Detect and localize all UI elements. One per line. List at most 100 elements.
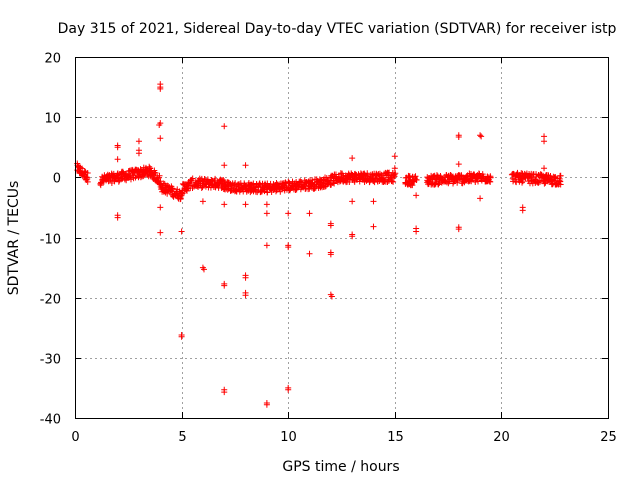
data-point [306,210,313,217]
data-point [455,226,462,233]
data-point [285,386,292,393]
data-point [455,161,462,168]
data-point [135,138,142,145]
data-point [478,133,485,140]
data-point [212,175,219,182]
data-point [157,229,164,236]
data-point [242,272,249,279]
data-point [177,195,184,202]
data-point [413,177,420,184]
data-point [519,204,526,211]
data-point [364,170,371,177]
data-point [144,171,151,178]
data-point [135,150,142,157]
y-tick-label: -30 [40,353,61,368]
x-tick-label: 15 [387,430,404,445]
data-points [74,81,564,408]
data-point [339,170,346,177]
data-point [349,233,356,240]
data-point [114,170,121,177]
data-point [346,178,353,185]
data-point [84,178,91,185]
data-point [178,228,185,235]
data-point [413,228,420,235]
data-point [200,266,207,273]
data-point [84,170,91,177]
chart-title: Day 315 of 2021, Sidereal Day-to-day VTE… [58,21,617,37]
data-point [518,170,525,177]
data-point [156,121,163,128]
data-point [370,198,377,205]
data-point [156,174,163,181]
data-point [327,220,334,227]
data-point [221,162,228,169]
data-point [242,162,249,169]
data-point [475,178,482,185]
x-tick-label: 25 [600,430,617,445]
data-point [164,190,171,197]
data-point [127,176,134,183]
data-point [534,178,541,185]
data-point [169,185,176,192]
data-point [349,155,356,162]
data-point [356,178,363,185]
data-point [273,179,280,186]
data-point [285,210,292,217]
y-tick-label: -40 [40,413,61,428]
data-point [406,172,413,179]
data-point [81,168,88,175]
data-point [263,242,270,249]
data-point [455,134,462,141]
data-point [384,179,391,186]
data-point [557,172,564,179]
data-point [557,181,564,188]
data-point [157,85,164,92]
grid-lines [75,57,608,418]
plot-frame [75,57,609,419]
data-point [306,250,313,257]
data-point [202,183,209,190]
data-point [556,178,563,185]
data-point [199,182,206,189]
data-point [189,175,196,182]
data-point [263,210,270,217]
data-point [148,168,155,175]
y-tick-label: -20 [40,293,61,308]
x-axis-label: GPS time / hours [282,459,399,475]
data-point [297,178,304,185]
data-point [221,201,228,208]
data-point [157,204,164,211]
data-point [114,144,121,151]
data-point [541,165,548,172]
data-point [152,169,159,176]
data-point [221,123,228,130]
data-point [242,201,249,208]
data-point [221,282,228,289]
x-tick-label: 5 [178,430,186,445]
data-point [98,179,105,186]
axis-ticks: 0 5 10 15 20 25 -40 -30 -20 -10 0 10 20 [40,52,617,446]
data-point [242,292,249,299]
data-point [468,178,475,185]
y-tick-label: 0 [53,172,61,187]
data-point [325,177,332,184]
data-point [178,333,185,340]
data-point [114,214,121,221]
data-point [477,132,484,139]
data-point [157,135,164,142]
y-axis-label: SDTVAR / TECUs [6,181,22,296]
data-point [477,195,484,202]
data-point [487,174,494,181]
x-tick-label: 20 [493,430,510,445]
data-point [250,180,257,187]
data-point [309,177,316,184]
x-tick-label: 0 [71,430,79,445]
y-tick-label: -10 [40,233,61,248]
data-point [263,401,270,408]
data-point [83,174,90,181]
data-point [263,201,270,208]
data-point [541,133,548,140]
data-point [370,223,377,230]
data-point [391,153,398,160]
